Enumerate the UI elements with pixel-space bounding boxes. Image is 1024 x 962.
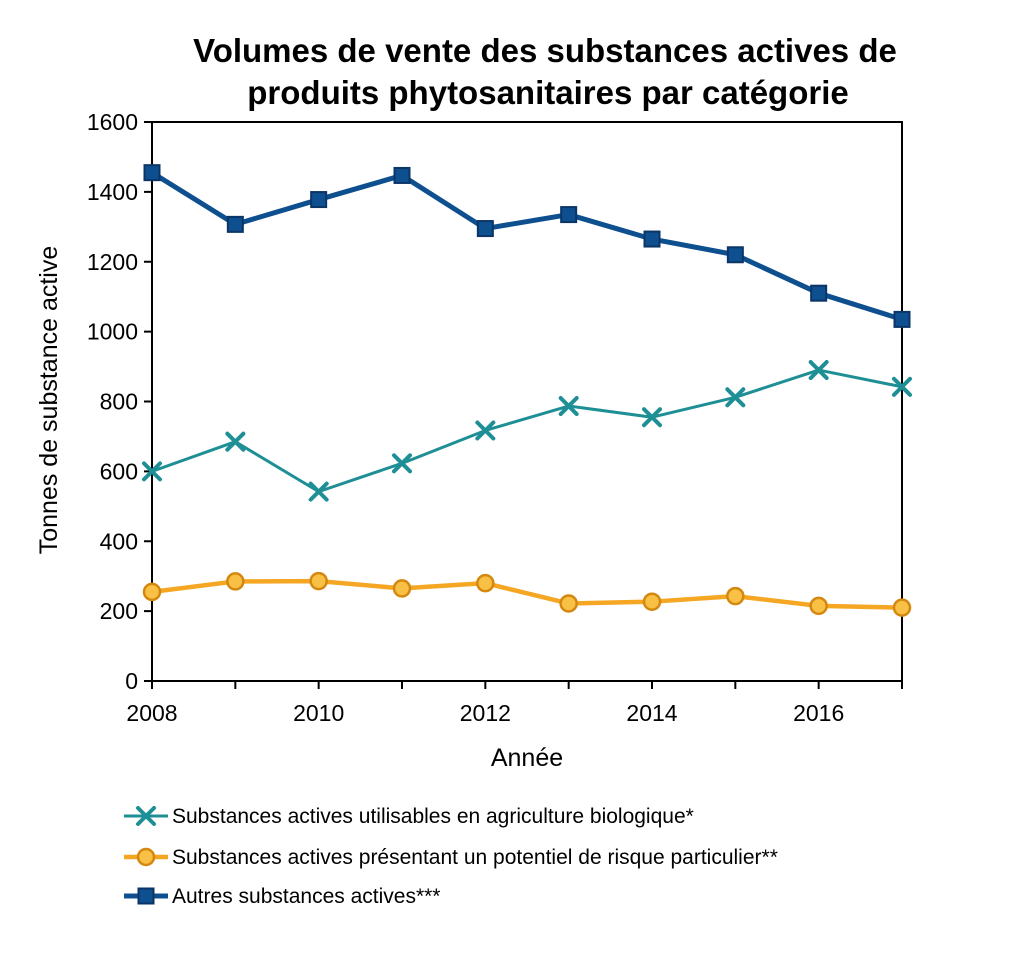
- chart-title-line-1: Volumes de vente des substances actives …: [193, 32, 897, 69]
- data-point: [560, 206, 578, 224]
- series-square: [143, 164, 911, 328]
- data-point: [226, 215, 244, 233]
- data-point: [808, 360, 829, 381]
- legend-label: Substances actives utilisables en agricu…: [172, 805, 694, 828]
- data-point: [725, 387, 746, 408]
- legend-item: Substances actives présentant un potenti…: [124, 846, 778, 869]
- data-point: [643, 230, 661, 248]
- data-point: [559, 594, 578, 613]
- x-tick-label: 2008: [126, 700, 177, 726]
- data-point: [476, 220, 494, 238]
- legend-label: Substances actives présentant un potenti…: [172, 846, 778, 869]
- legend-item: Substances actives utilisables en agricu…: [124, 805, 694, 828]
- x-tick-label: 2010: [293, 700, 344, 726]
- y-tick-label: 1000: [87, 319, 138, 345]
- legend-swatch-marker: [136, 847, 156, 867]
- x-axis: 2008 2010 2012 2014 2016: [126, 681, 903, 726]
- data-point: [309, 571, 328, 591]
- series-x: [142, 360, 912, 502]
- data-point: [142, 461, 162, 482]
- x-tick-label: 2016: [793, 700, 844, 726]
- data-point: [726, 246, 744, 264]
- y-axis: 0 200 400 600 800 1000 1200 1400 1600: [87, 109, 152, 694]
- data-point: [142, 582, 162, 602]
- y-tick-label: 1600: [87, 109, 138, 135]
- y-tick-label: 0: [125, 668, 138, 694]
- data-point: [558, 396, 579, 417]
- data-point: [642, 407, 662, 428]
- y-axis-title: Tonnes de substance active: [35, 246, 63, 555]
- data-point: [393, 166, 411, 184]
- data-point: [726, 586, 745, 606]
- chart-title: Volumes de vente des substances actives …: [193, 32, 897, 111]
- legend: Substances actives utilisables en agricu…: [124, 805, 778, 908]
- data-point: [392, 579, 412, 598]
- legend-label: Autres substances actives***: [172, 885, 440, 908]
- y-tick-label: 1400: [87, 179, 138, 205]
- x-tick-label: 2014: [626, 700, 677, 726]
- data-point: [226, 572, 245, 591]
- plot-area: [151, 121, 903, 682]
- data-point: [475, 420, 496, 441]
- y-tick-label: 400: [100, 528, 138, 554]
- data-point: [476, 573, 495, 593]
- legend-item: Autres substances actives***: [124, 885, 440, 908]
- data-point: [892, 598, 912, 617]
- data-point: [225, 431, 246, 452]
- data-point: [310, 191, 328, 209]
- data-point: [893, 310, 911, 328]
- series-layer: [142, 164, 912, 617]
- series-circle: [142, 571, 912, 617]
- y-tick-label: 600: [100, 458, 138, 484]
- series-line: [150, 170, 903, 322]
- y-tick-label: 1200: [87, 249, 138, 275]
- chart-title-line-2: produits phytosanitaires par catégorie: [247, 74, 848, 111]
- x-tick-label: 2012: [460, 700, 511, 726]
- data-point: [642, 592, 662, 611]
- legend-swatch-marker: [136, 806, 156, 826]
- data-point: [392, 453, 412, 474]
- series-line: [151, 578, 903, 610]
- data-point: [809, 596, 828, 616]
- data-point: [892, 376, 912, 397]
- y-tick-label: 200: [100, 598, 138, 624]
- data-point: [143, 164, 161, 182]
- series-line: [151, 368, 903, 494]
- data-point: [810, 284, 828, 302]
- y-tick-label: 800: [100, 389, 138, 415]
- data-point: [308, 481, 329, 502]
- legend-swatch-marker: [137, 887, 155, 905]
- x-axis-title: Année: [491, 744, 563, 772]
